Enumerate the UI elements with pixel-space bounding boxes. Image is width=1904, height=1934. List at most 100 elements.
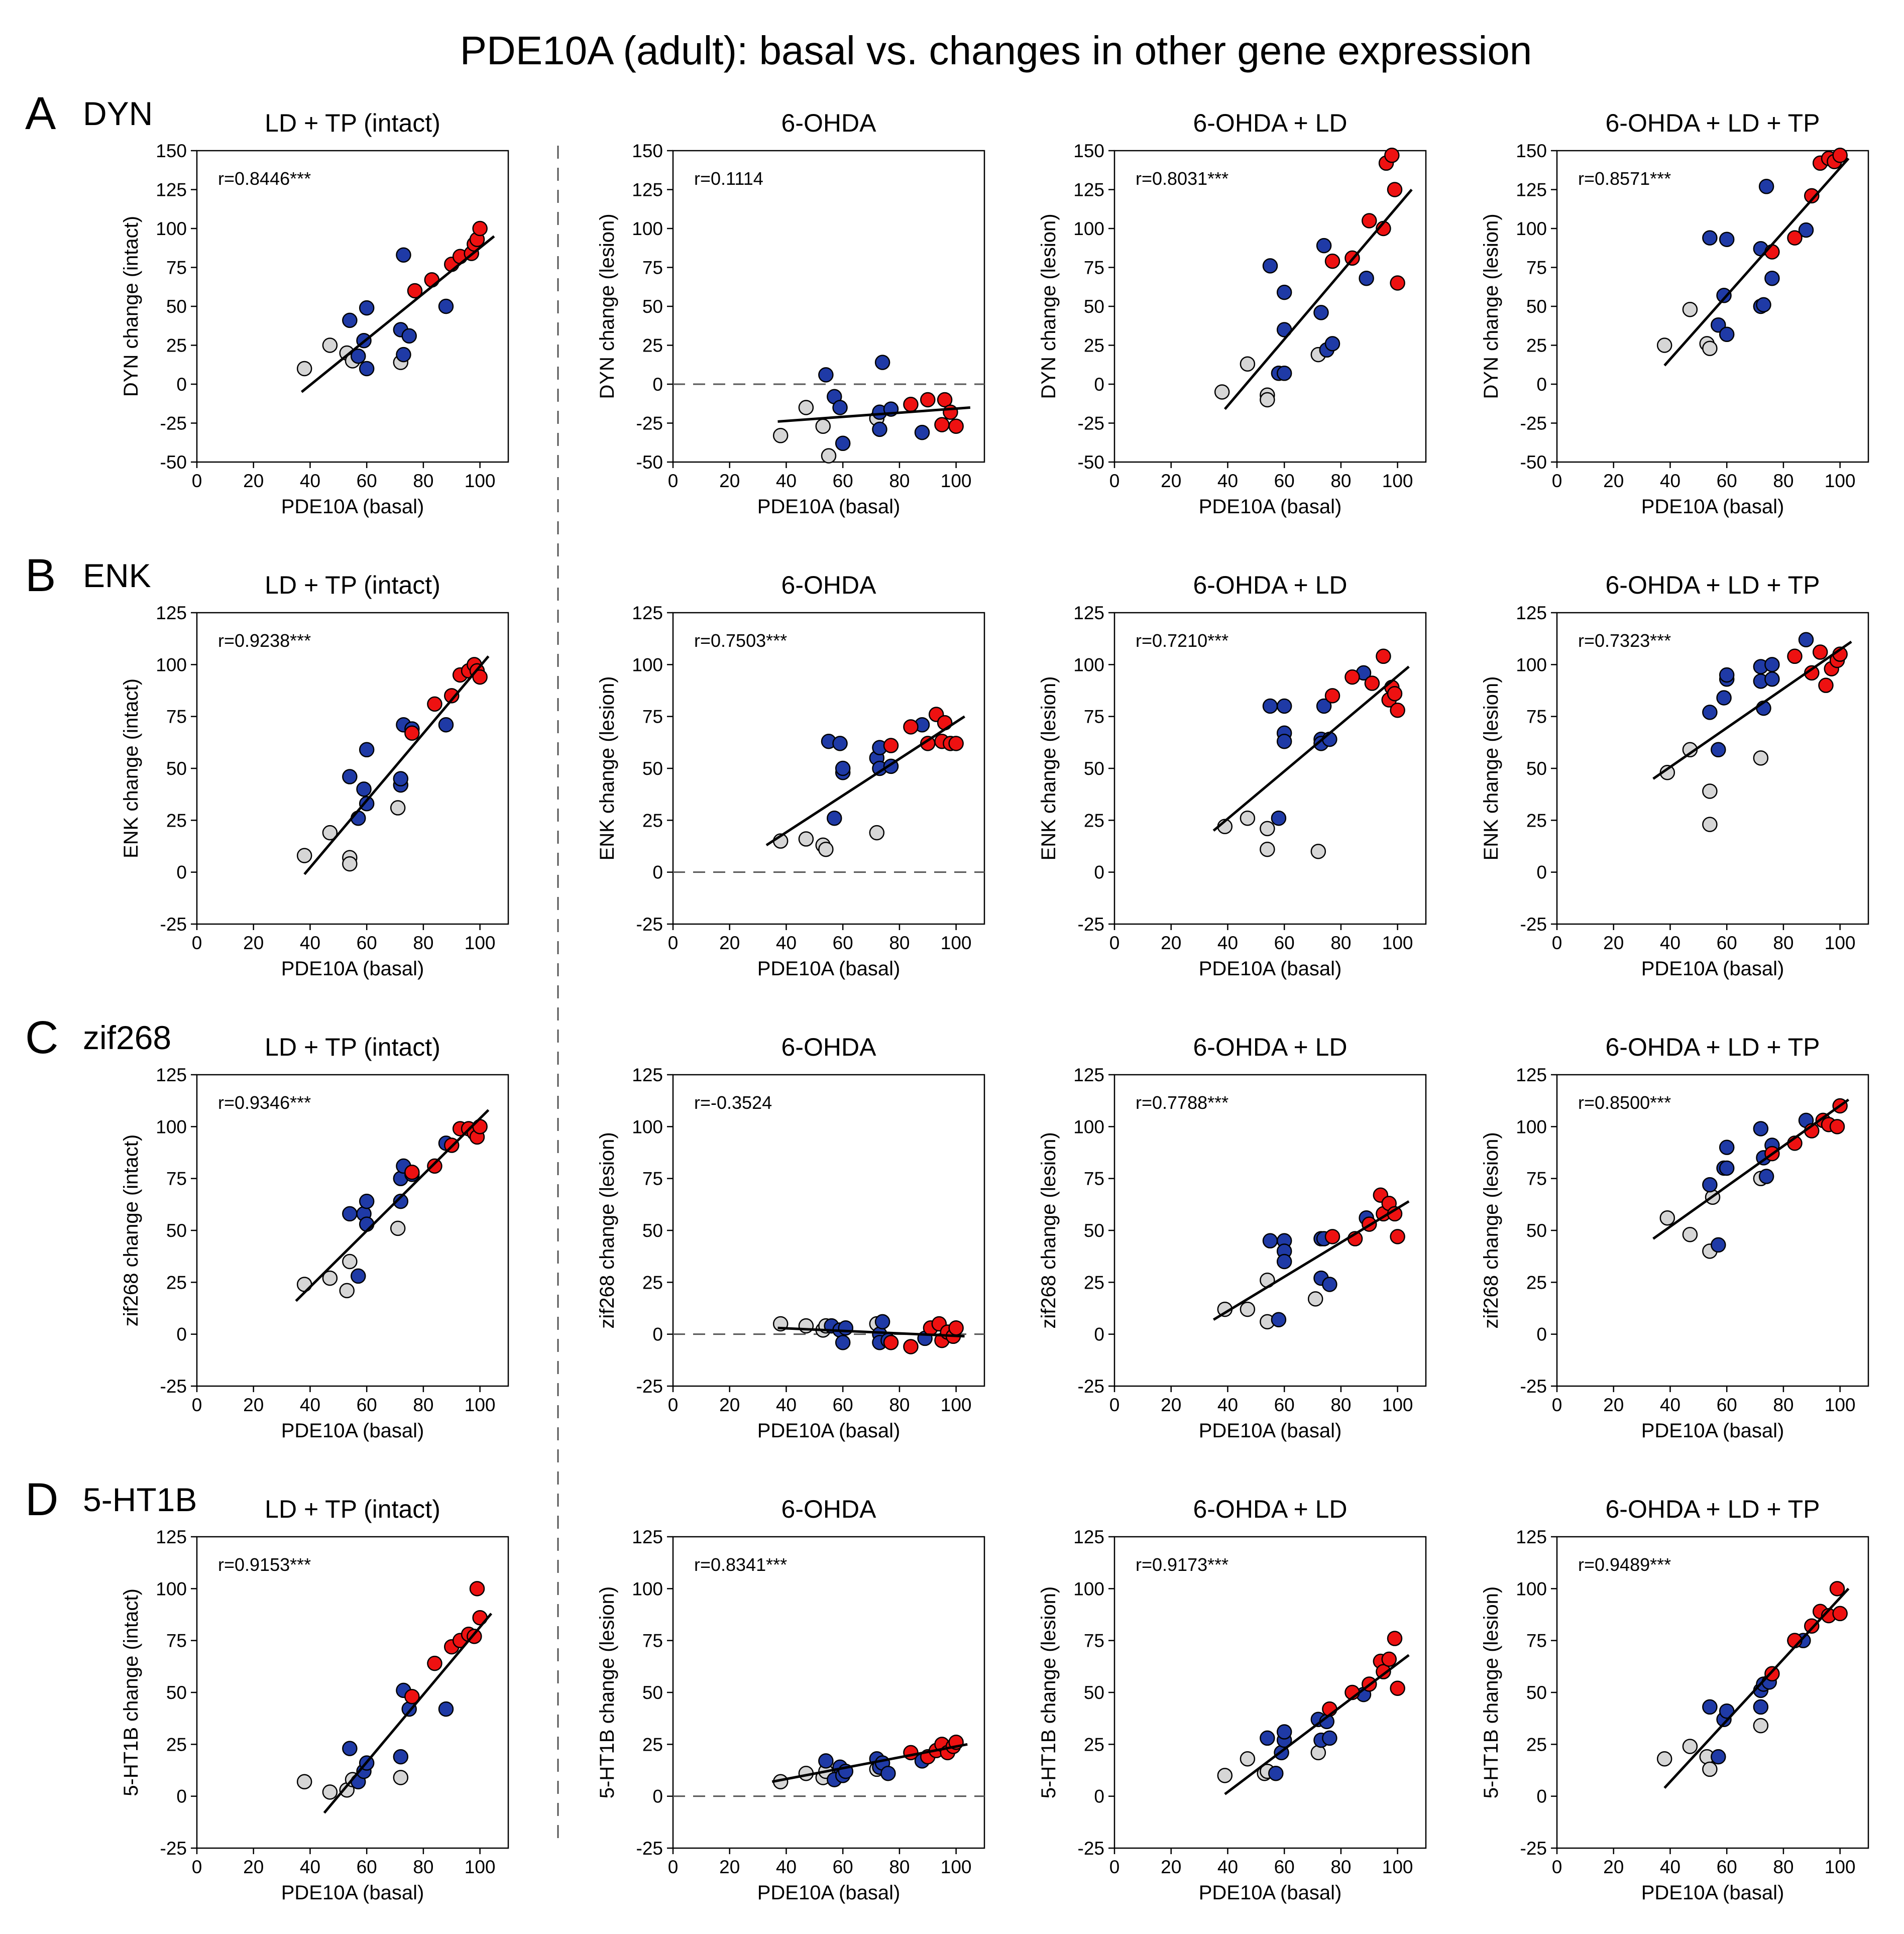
data-point-red [937, 392, 953, 408]
data-point-blue [359, 796, 375, 812]
x-tick-label: 80 [889, 471, 910, 491]
x-tick-label: 80 [413, 1857, 433, 1877]
data-point-blue [1758, 1169, 1774, 1184]
scatter-plot: 6-OHDA 0 20 40 60 80 100 -50 -25 0 25 50 75 100 125 150… [596, 109, 985, 518]
y-tick-label: -25 [1078, 413, 1104, 434]
data-point-blue [1719, 667, 1735, 683]
data-point-blue [393, 1193, 409, 1209]
x-tick-label: 80 [413, 471, 433, 491]
data-point-blue [351, 348, 366, 364]
data-point-blue [396, 247, 411, 263]
data-point-gray [1682, 1227, 1698, 1242]
correlation-label: r=0.9238*** [218, 630, 311, 651]
data-point-red [1376, 648, 1391, 664]
x-tick-label: 20 [719, 1395, 740, 1415]
x-tick-label: 0 [1109, 1395, 1120, 1415]
y-tick-label: 25 [1526, 1272, 1547, 1293]
x-tick-label: 60 [833, 1395, 853, 1415]
data-point-blue [1262, 698, 1278, 714]
x-tick-label: 20 [243, 1395, 264, 1415]
plot-title: 6-OHDA [781, 1495, 877, 1523]
data-point-red [883, 738, 899, 753]
data-point-blue [827, 810, 842, 826]
data-point-red [1376, 1664, 1391, 1679]
y-tick-label: -25 [1078, 1838, 1104, 1859]
plot-title: 6-OHDA + LD + TP [1605, 571, 1820, 599]
data-point-blue [818, 1753, 834, 1769]
x-tick-label: 60 [1717, 471, 1737, 491]
x-tick-label: 80 [889, 933, 910, 953]
correlation-label: r=0.9153*** [218, 1554, 311, 1575]
x-tick-label: 80 [1773, 1857, 1794, 1877]
data-point-gray [390, 800, 406, 816]
y-axis-label: DYN change (lesion) [1038, 213, 1060, 399]
data-point-gray [798, 831, 814, 847]
data-point-blue [874, 1314, 890, 1330]
data-point-blue [1262, 258, 1278, 274]
data-point-blue [401, 328, 417, 344]
y-tick-label: 75 [1526, 258, 1547, 278]
x-tick-label: 0 [668, 1395, 679, 1415]
y-tick-label: 125 [156, 603, 187, 623]
plot-title: 6-OHDA + LD [1193, 571, 1347, 599]
row-gene-label: 5-HT1B [83, 1481, 197, 1518]
data-point-red [1804, 188, 1820, 204]
y-tick-label: 50 [642, 1682, 663, 1703]
regression-line [300, 235, 495, 393]
x-tick-label: 80 [413, 933, 433, 953]
data-point-red [1390, 703, 1405, 718]
y-tick-label: 75 [1084, 258, 1104, 278]
x-tick-label: 40 [776, 1857, 797, 1877]
x-tick-label: 100 [1382, 1395, 1413, 1415]
plot-title: 6-OHDA + LD [1193, 1495, 1347, 1523]
y-tick-label: 0 [176, 374, 187, 395]
y-tick-label: 125 [1516, 180, 1547, 200]
data-point-gray [1240, 356, 1256, 372]
x-tick-label: 0 [1109, 471, 1120, 491]
y-tick-label: 25 [1526, 335, 1547, 356]
data-point-gray [296, 361, 312, 377]
data-point-red [934, 417, 950, 432]
y-axis-label: zif268 change (intact) [120, 1134, 142, 1326]
data-point-gray [342, 856, 358, 872]
regression-line [1663, 157, 1850, 367]
data-point-gray [322, 825, 338, 841]
y-tick-label: 75 [642, 1169, 663, 1189]
data-point-red [1387, 182, 1403, 197]
y-tick-label: 25 [1084, 1272, 1104, 1293]
y-axis-label: zif268 change (lesion) [596, 1132, 618, 1328]
y-tick-label: 100 [1516, 1116, 1547, 1137]
x-tick-label: 40 [776, 933, 797, 953]
plot-frame [196, 150, 509, 463]
x-tick-label: 60 [833, 1857, 853, 1877]
data-point-gray [393, 1770, 409, 1785]
y-tick-label: 100 [632, 654, 663, 675]
data-point-blue [359, 1193, 375, 1209]
y-tick-label: 25 [166, 1734, 187, 1755]
regression-line [1224, 1654, 1410, 1795]
data-point-red [1390, 1229, 1405, 1244]
x-tick-label: 20 [1603, 1395, 1624, 1415]
y-tick-label: 50 [1526, 758, 1547, 779]
x-axis-label: PDE10A (basal) [281, 496, 424, 518]
data-point-red [404, 725, 420, 741]
data-point-gray [1260, 821, 1275, 837]
plot-frame [196, 1536, 509, 1849]
regression-line [765, 715, 965, 847]
x-tick-label: 0 [668, 471, 679, 491]
plot-title: LD + TP (intact) [265, 571, 440, 599]
y-tick-label: 50 [642, 1220, 663, 1241]
data-point-red [1387, 1631, 1403, 1646]
data-point-gray [869, 825, 885, 841]
y-tick-label: 125 [1073, 180, 1104, 200]
x-tick-label: 20 [1161, 471, 1181, 491]
data-point-blue [872, 421, 887, 437]
regression-line [323, 1613, 493, 1814]
data-point-blue [1260, 1730, 1275, 1746]
data-point-red [472, 669, 488, 685]
x-tick-label: 60 [833, 933, 853, 953]
data-point-blue [1322, 1277, 1337, 1292]
x-tick-label: 100 [465, 1857, 496, 1877]
x-tick-label: 80 [1773, 1395, 1794, 1415]
regression-line [295, 1109, 490, 1302]
